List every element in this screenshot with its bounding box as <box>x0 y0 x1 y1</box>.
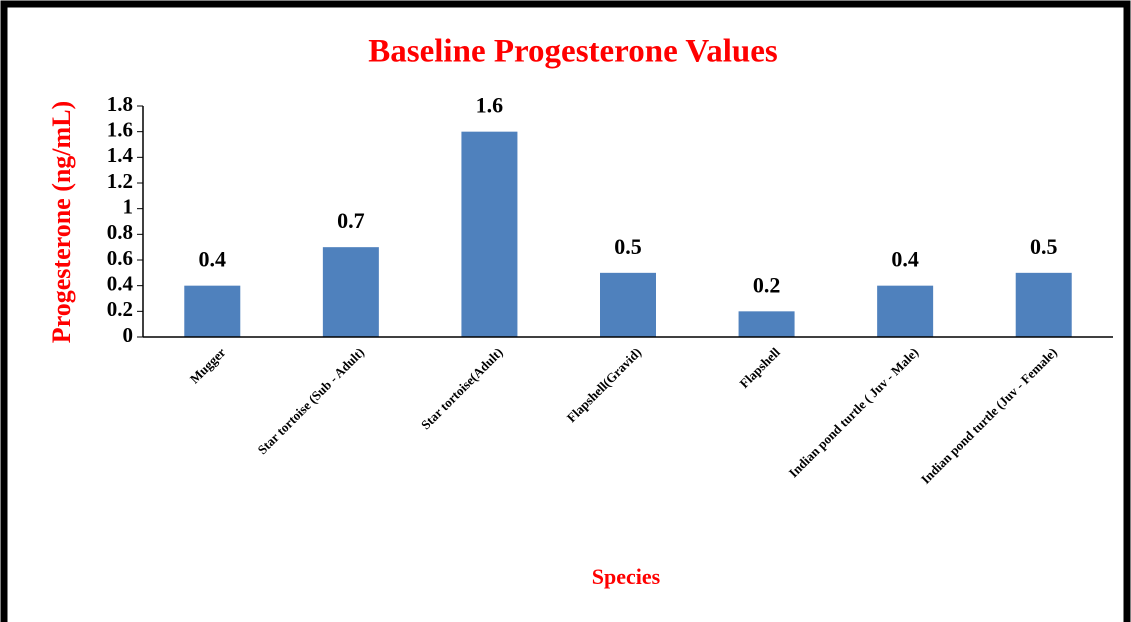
bar <box>877 285 934 337</box>
data-label: 0.5 <box>1030 234 1058 259</box>
x-axis-title: Species <box>592 564 661 589</box>
x-tick-label: Mugger <box>187 344 229 386</box>
data-label: 0.5 <box>614 234 642 259</box>
x-tick-label: Indian pond turtle ( Juv - Male) <box>786 345 922 481</box>
y-axis-title: Progesterone (ng/mL) <box>47 101 76 343</box>
chart-title: Baseline Progesterone Values <box>368 34 778 70</box>
y-tick-label: 0.8 <box>107 220 133 244</box>
y-tick-label: 1.2 <box>107 169 133 193</box>
bar <box>1015 272 1072 337</box>
bar <box>738 311 795 337</box>
data-label: 0.4 <box>199 247 227 272</box>
x-tick-label: Star tortoise(Adult) <box>418 345 506 433</box>
data-label: 1.6 <box>476 93 504 118</box>
x-tick-label: Flapshell(Gravid) <box>564 345 645 426</box>
y-tick-label: 1.8 <box>107 92 133 116</box>
x-tick-label: Indian pond turtle (Juv - Female) <box>918 345 1060 487</box>
bar <box>322 247 379 337</box>
data-label: 0.2 <box>753 272 781 297</box>
y-tick-label: 0.2 <box>107 297 133 321</box>
data-label: 0.7 <box>337 208 365 233</box>
x-tick-label: Star tortoise (Sub - Adult) <box>255 345 368 458</box>
y-tick-label: 0.4 <box>107 271 134 295</box>
y-tick-label: 1 <box>123 194 134 218</box>
y-tick-label: 0 <box>123 323 134 347</box>
y-tick-label: 1.6 <box>107 117 133 141</box>
bar <box>184 285 241 337</box>
x-tick-label: Flapshell <box>736 344 783 391</box>
bar <box>600 272 656 337</box>
data-label: 0.4 <box>891 247 919 272</box>
bar <box>461 131 518 337</box>
y-tick-label: 1.4 <box>107 143 134 167</box>
y-tick-label: 0.6 <box>107 246 133 270</box>
